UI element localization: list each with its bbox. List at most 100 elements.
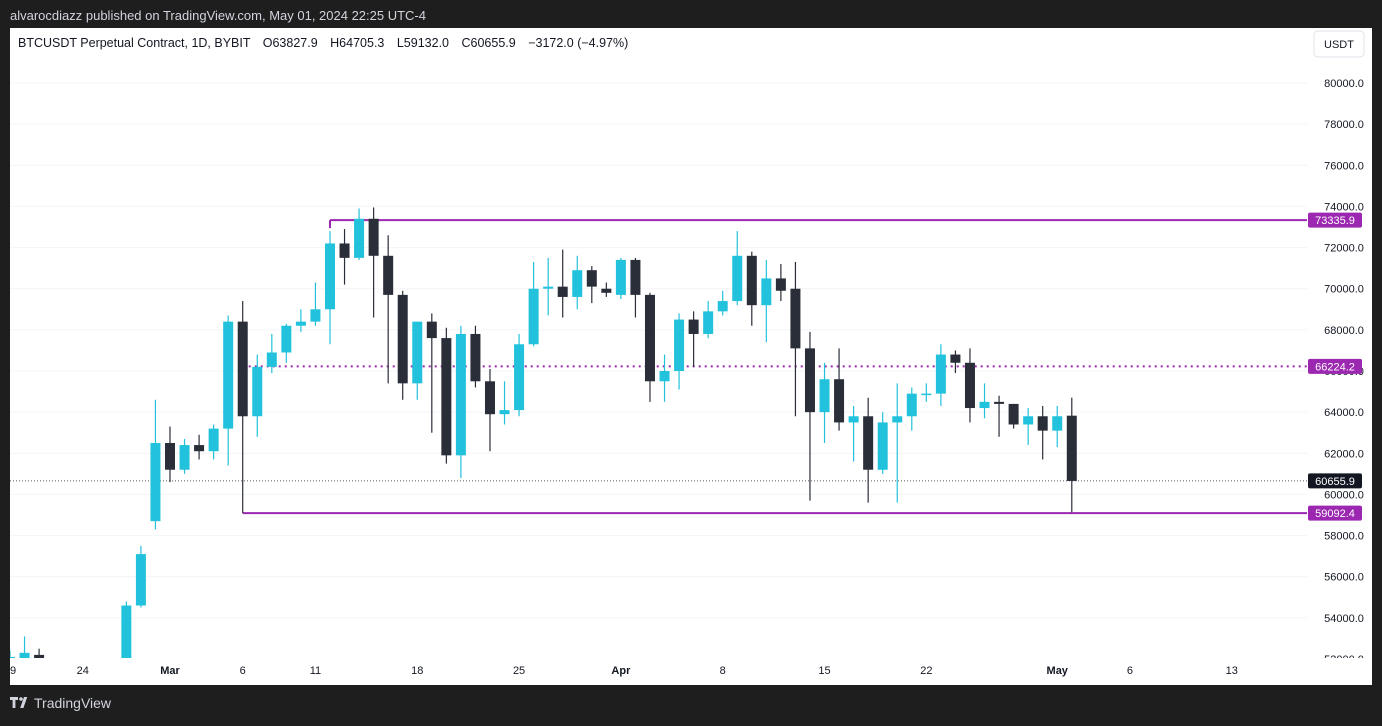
candle-body[interactable] bbox=[164, 443, 175, 470]
candle-body[interactable] bbox=[630, 259, 641, 295]
candle-body[interactable] bbox=[557, 286, 568, 297]
candle-body[interactable] bbox=[121, 605, 132, 666]
candle-body[interactable] bbox=[615, 259, 626, 295]
tradingview-logo-icon bbox=[10, 697, 28, 708]
candle-body[interactable] bbox=[644, 294, 655, 382]
candle-body[interactable] bbox=[499, 410, 510, 415]
x-tick-label: 18 bbox=[411, 665, 423, 677]
candle-body[interactable] bbox=[135, 554, 146, 606]
candle-body[interactable] bbox=[543, 286, 554, 289]
candle-body[interactable] bbox=[790, 288, 801, 349]
candle-body[interactable] bbox=[339, 243, 350, 258]
brand-name[interactable]: TradingView bbox=[34, 695, 112, 711]
chart-frame[interactable]: 52000.054000.056000.058000.060000.062000… bbox=[10, 28, 1372, 685]
y-tick-label: 68000.0 bbox=[1324, 325, 1364, 337]
change-value: −3172.0 (−4.97%) bbox=[528, 36, 628, 50]
candle-body[interactable] bbox=[528, 288, 539, 345]
candle-body[interactable] bbox=[950, 354, 961, 363]
y-tick-label: 62000.0 bbox=[1324, 448, 1364, 460]
candle-body[interactable] bbox=[688, 319, 699, 334]
x-tick-label: 15 bbox=[818, 665, 830, 677]
candle-body[interactable] bbox=[150, 443, 161, 522]
candle-body[interactable] bbox=[237, 321, 248, 417]
close-value: C60655.9 bbox=[461, 36, 515, 50]
candlestick-chart[interactable]: 52000.054000.056000.058000.060000.062000… bbox=[10, 28, 1372, 685]
currency-button[interactable]: USDT bbox=[1313, 30, 1365, 58]
candle-body[interactable] bbox=[266, 352, 277, 367]
currency-button-label[interactable]: USDT bbox=[1324, 39, 1354, 51]
candle-body[interactable] bbox=[1037, 416, 1048, 431]
candle-body[interactable] bbox=[659, 371, 670, 382]
candle-body[interactable] bbox=[921, 393, 932, 396]
last-price-tag bbox=[1308, 473, 1362, 489]
candle-body[interactable] bbox=[1008, 403, 1019, 425]
price-axis[interactable]: 52000.054000.056000.058000.060000.062000… bbox=[1307, 28, 1372, 685]
last-price-tag-label: 60655.9 bbox=[1315, 476, 1355, 488]
candle-body[interactable] bbox=[863, 416, 874, 470]
candle-body[interactable] bbox=[354, 218, 365, 258]
candle-body[interactable] bbox=[819, 379, 830, 413]
candle-body[interactable] bbox=[994, 401, 1005, 404]
candle-body[interactable] bbox=[514, 344, 525, 411]
candle-body[interactable] bbox=[935, 354, 946, 394]
y-tick-label: 76000.0 bbox=[1324, 160, 1364, 172]
candle-body[interactable] bbox=[1052, 416, 1063, 431]
candle-body[interactable] bbox=[252, 366, 263, 417]
candle-body[interactable] bbox=[834, 379, 845, 423]
currency-button-frame[interactable] bbox=[1313, 30, 1365, 58]
candle-body[interactable] bbox=[223, 321, 234, 429]
candle-body[interactable] bbox=[281, 325, 292, 353]
candle-body[interactable] bbox=[761, 278, 772, 306]
levels-layer bbox=[10, 219, 1307, 515]
candle-body[interactable] bbox=[412, 321, 423, 384]
candle-body[interactable] bbox=[732, 255, 743, 302]
y-tick-label: 64000.0 bbox=[1324, 407, 1364, 419]
candle-body[interactable] bbox=[674, 319, 685, 371]
y-tick-label: 74000.0 bbox=[1324, 201, 1364, 213]
open-value: O63827.9 bbox=[263, 36, 318, 50]
candle-body[interactable] bbox=[208, 428, 219, 452]
candle-body[interactable] bbox=[746, 255, 757, 306]
candle-body[interactable] bbox=[717, 301, 728, 312]
candle-body[interactable] bbox=[310, 309, 321, 322]
candle-body[interactable] bbox=[775, 278, 786, 291]
candle-body[interactable] bbox=[586, 270, 597, 287]
candle-body[interactable] bbox=[601, 288, 612, 293]
candle-body[interactable] bbox=[892, 416, 903, 423]
candle-body[interactable] bbox=[877, 422, 888, 470]
x-tick-label: 11 bbox=[310, 665, 321, 677]
candle-body[interactable] bbox=[848, 416, 859, 423]
low-value: L59132.0 bbox=[397, 36, 449, 50]
x-tick-label: 13 bbox=[1226, 665, 1238, 677]
candle-body[interactable] bbox=[295, 321, 306, 326]
candle-body[interactable] bbox=[368, 218, 379, 256]
candle-body[interactable] bbox=[426, 321, 437, 339]
candle-body[interactable] bbox=[441, 338, 452, 456]
candle-body[interactable] bbox=[964, 362, 975, 409]
candle-body[interactable] bbox=[906, 393, 917, 417]
grid-layer bbox=[10, 82, 1307, 660]
x-tick-label: 6 bbox=[240, 665, 246, 677]
publisher-bar: alvarocdiazz published on TradingView.co… bbox=[0, 0, 1382, 28]
candle-body[interactable] bbox=[572, 270, 583, 297]
candle-body[interactable] bbox=[455, 333, 466, 456]
candle-body[interactable] bbox=[979, 401, 990, 409]
x-tick-label: 25 bbox=[513, 665, 525, 677]
candle-body[interactable] bbox=[804, 348, 815, 413]
candle-body[interactable] bbox=[397, 294, 408, 384]
symbol-label: BTCUSDT Perpetual Contract, 1D, BYBIT bbox=[18, 36, 251, 50]
candle-body[interactable] bbox=[470, 333, 481, 382]
candle-body[interactable] bbox=[194, 445, 205, 452]
brand-svg[interactable]: TradingView bbox=[0, 685, 200, 721]
candle-body[interactable] bbox=[179, 445, 190, 470]
x-tick-label: 24 bbox=[77, 665, 89, 677]
candle-body[interactable] bbox=[484, 381, 495, 415]
svg-text:BTCUSDT Perpetual Contract, 1D: BTCUSDT Perpetual Contract, 1D, BYBIT O6… bbox=[18, 36, 628, 50]
candle-body[interactable] bbox=[19, 652, 30, 664]
candle-body[interactable] bbox=[703, 311, 714, 334]
candle-body[interactable] bbox=[383, 255, 394, 295]
candle-body[interactable] bbox=[1066, 415, 1077, 481]
candle-body[interactable] bbox=[1023, 416, 1034, 425]
candle-body[interactable] bbox=[324, 243, 335, 310]
time-axis[interactable]: 19 24 Mar 6 11 18 25 Apr 8 15 22 May 6 13 bbox=[10, 658, 1372, 685]
